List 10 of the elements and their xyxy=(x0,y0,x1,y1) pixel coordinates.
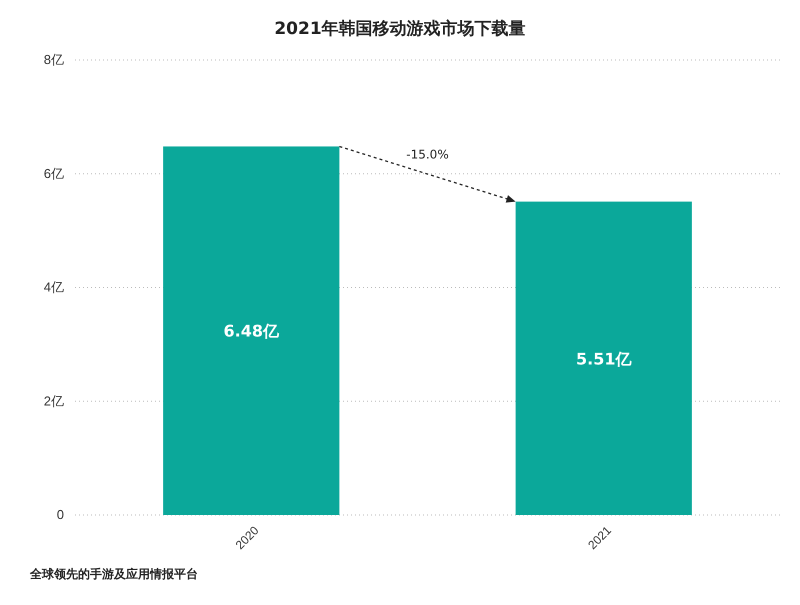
text: 全球领先的手游及应用情报平台 xyxy=(29,567,198,581)
y-tick-label: 4亿 xyxy=(44,280,64,295)
chart-title: 2021年韩国移动游戏市场下载量 xyxy=(274,19,526,39)
data-label: 5.51亿 xyxy=(576,349,632,368)
y-tick-label: 2亿 xyxy=(44,393,64,408)
y-tick-label: 6亿 xyxy=(44,166,64,181)
annotation: -15.0% xyxy=(406,147,449,162)
data-label: 6.48亿 xyxy=(224,322,280,341)
y-tick-label: 0 xyxy=(56,507,64,522)
y-tick-label: 8亿 xyxy=(44,52,64,68)
